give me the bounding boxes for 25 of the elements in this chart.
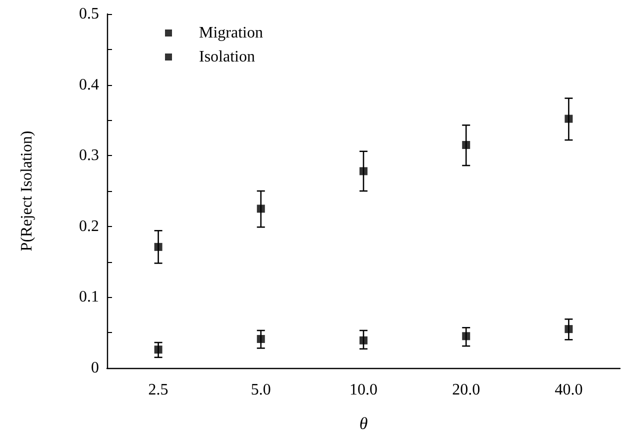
x-tick-label: 40.0 [554,382,583,398]
point [462,140,470,149]
legend-label: Migration [199,24,263,42]
x-tick-label: 10.0 [350,382,378,398]
point [154,242,162,251]
y-tick-label: 0.5 [79,6,99,22]
point [154,346,162,354]
point [564,325,573,334]
point [256,334,265,343]
point [256,204,265,213]
y-axis-title: P(Reject Isolation) [18,130,36,252]
y-tick-label: 0.3 [79,147,99,164]
x-tick-label: 20.0 [452,382,480,398]
point [360,336,368,344]
x-tick-label: 2.5 [148,382,168,398]
point [564,114,573,123]
y-tick-label: 0.2 [79,218,99,235]
y-tick-label: 0 [91,360,99,376]
point [360,167,368,176]
point [462,332,470,340]
legend-label: Isolation [199,48,255,66]
y-tick-label: 0.4 [79,76,99,94]
y-tick-label: 0.1 [79,288,99,306]
x-tick-label: 5.0 [250,382,271,398]
x-axis-title: θ [359,414,368,433]
